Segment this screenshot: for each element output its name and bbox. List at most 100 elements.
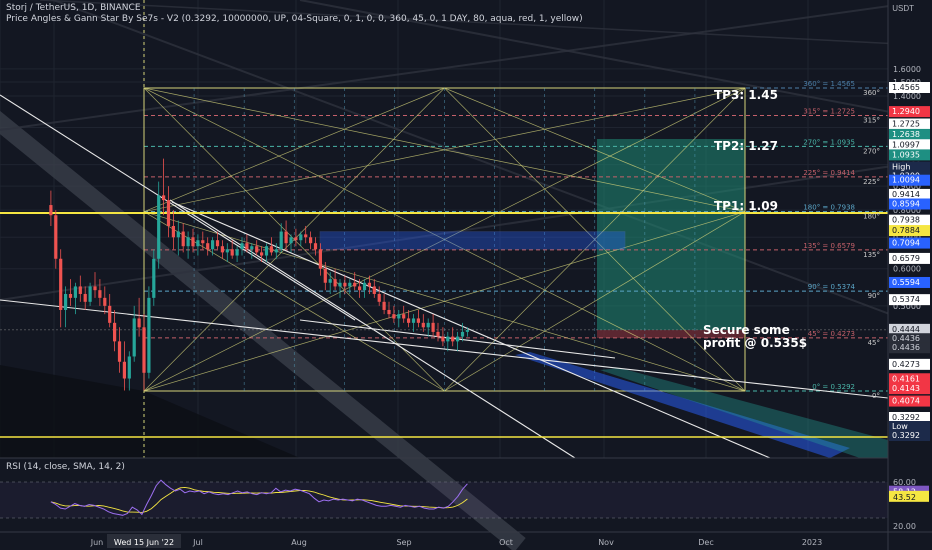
candle-body [411,318,416,323]
candle-body [372,286,376,294]
time-axis[interactable]: Jun Wed 15 Jun '22 Jul Aug Sep Oct Nov Dec 2023 [0,531,932,548]
stop-zone [597,330,745,339]
candle-body [299,234,303,241]
price-label: 0.7884 [892,226,920,235]
time-tick-label: Wed 15 Jun '22 [114,538,174,547]
candle-body [294,237,298,241]
price-label: 1.2725 [892,120,920,129]
price-label-bg [889,225,930,237]
gann-star-line [444,211,746,392]
price-label: 1.2940 [892,107,920,116]
price-tick-label: 0.6000 [893,265,921,274]
price-label-bg [889,383,930,395]
price-label-bg [889,358,930,370]
time-tick-label: Jun [90,538,104,547]
candle-body [446,336,450,342]
candle-body [196,240,200,247]
trend-diagonal-gray [0,110,526,550]
time-tick-label: Dec [698,538,713,547]
time-tick-label: Oct [499,538,513,547]
price-tick-label: 1.6000 [893,65,921,74]
candle-body [387,309,391,315]
blue-descending-channel [515,352,850,458]
price-label-bg [889,149,930,161]
candle-body [260,252,264,256]
gann-angle-label: 0° [872,392,880,400]
candle-body [279,231,283,250]
time-tick-label: 2023 [802,538,822,547]
candle-body [343,282,347,287]
rsi-axis-20: 20.00 [893,522,916,531]
price-label: 1.2638 [892,130,920,139]
candle-body [201,240,205,244]
candle-body [250,246,254,250]
candle-body [264,246,269,256]
candle-body [166,200,171,226]
candle-body [284,231,288,244]
candle-body [441,336,445,342]
trend-diagonal-gray [50,0,932,331]
price-label-bg [889,342,930,354]
price-label: Low [892,422,908,431]
candle-body [78,286,82,294]
candle-body [108,305,112,323]
indicator-title[interactable]: Price Angles & Gann Star By Se7s - V2 (0… [6,14,583,24]
candle-body [328,279,332,283]
candle-body [460,331,465,337]
tp2-annotation: TP2: 1.27 [714,139,778,153]
price-label: 1.4565 [892,83,920,92]
price-label: 0.4444 [892,325,920,334]
candle-body [137,318,141,328]
price-label: 0.5594 [892,278,920,287]
candle-body [451,336,455,342]
price-label: 0.8594 [892,199,920,208]
candle-body [132,318,136,357]
symbol-title[interactable]: Storj / TetherUS, 1D, BINANCE [6,3,141,13]
gann-angle-label: 45° [868,339,880,347]
price-label-bg [889,106,930,118]
rsi-title[interactable]: RSI (14, close, SMA, 14, 2) [6,462,125,472]
trend-diagonal-gray [39,0,921,46]
gann-level-label: 180° = 0.7938 [803,204,855,212]
tp1-annotation: TP1: 1.09 [714,199,778,213]
trend-diagonal-gray [0,0,932,131]
candle-body [323,268,327,283]
price-tick-label: 1.4000 [893,92,921,101]
price-label: 0.7094 [892,239,920,248]
price-label: 0.4273 [892,360,920,369]
price-tick-label: 0.5000 [893,302,921,311]
gann-level-label: 90° = 0.5374 [808,283,856,291]
price-label: 0.4436 [892,343,920,352]
candle-body [162,195,166,201]
rsi-line [50,479,468,516]
candle-body [431,322,435,332]
candle-body [245,243,249,250]
price-label-bg [889,82,930,93]
gann-star-line [143,211,746,392]
candle-body [392,314,396,319]
price-axis[interactable]: 0.50000.60000.70000.80000.90001.00001.20… [887,0,932,550]
price-label-bg [889,237,930,249]
time-tick-label: Sep [396,538,411,547]
price-label: 0.6579 [892,254,920,263]
secure-profit-line2: profit @ 0.535$ [703,336,808,350]
candle-body [127,356,131,379]
candle-body [171,225,175,238]
price-label: 0.4436 [892,334,920,343]
gann-level-label: 45° = 0.4273 [808,330,855,338]
price-label-bg [889,395,930,407]
candle-body [304,234,308,238]
rsi-axis-60: 60.00 [893,478,916,487]
candle-body [49,205,53,216]
price-label-bg [889,294,930,306]
price-label-bg [889,252,930,264]
price-label: 0.7938 [892,216,920,225]
rsi-axis-60-bg [889,476,929,487]
price-label-bg [889,188,930,200]
price-label-bg [889,373,930,385]
candle-body [93,286,97,291]
candle-body [54,215,58,259]
gann-level-label: 225° = 0.9414 [803,169,855,177]
shadow-area [0,365,300,458]
